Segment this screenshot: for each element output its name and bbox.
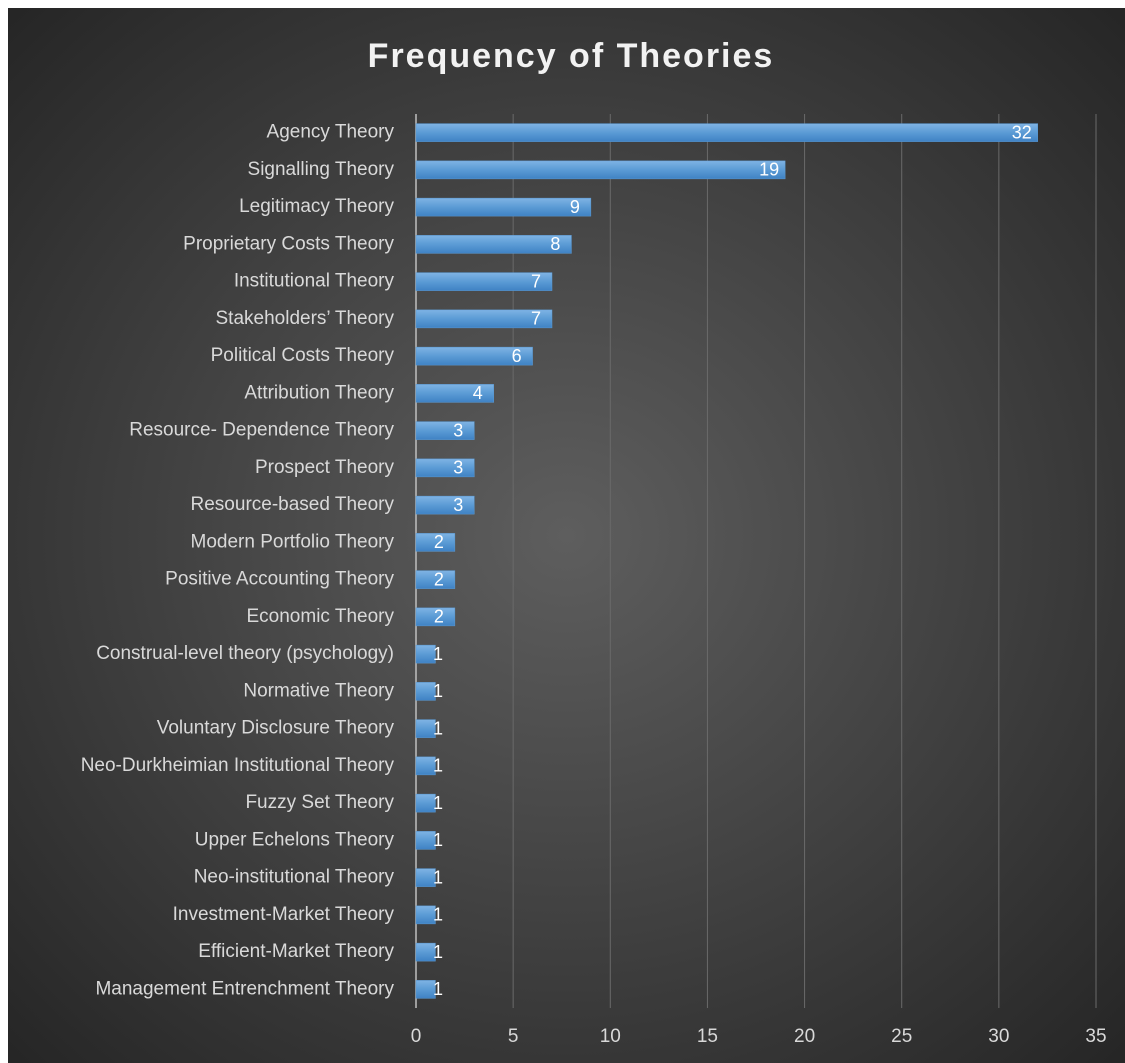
bar bbox=[415, 123, 1038, 142]
bar bbox=[415, 309, 553, 329]
data-label: 1 bbox=[433, 979, 443, 999]
data-label: 2 bbox=[434, 607, 444, 627]
y-tick-label: Construal-level theory (psychology) bbox=[96, 643, 394, 664]
data-label: 32 bbox=[1012, 122, 1032, 142]
data-label: 2 bbox=[434, 532, 444, 552]
data-label: 1 bbox=[433, 867, 443, 887]
y-tick-label: Signalling Theory bbox=[248, 159, 395, 180]
data-label: 1 bbox=[433, 942, 443, 962]
data-label: 19 bbox=[759, 160, 779, 180]
data-label: 8 bbox=[550, 234, 560, 254]
bar bbox=[415, 644, 436, 664]
x-tick-label: 0 bbox=[411, 1026, 422, 1047]
data-label: 1 bbox=[433, 905, 443, 925]
chart-background bbox=[8, 8, 1125, 1063]
bar bbox=[415, 197, 592, 217]
data-label: 1 bbox=[433, 644, 443, 664]
x-tick-label: 20 bbox=[794, 1026, 815, 1047]
data-label: 3 bbox=[453, 458, 463, 478]
data-label: 1 bbox=[433, 718, 443, 738]
data-label: 1 bbox=[433, 756, 443, 776]
data-label: 1 bbox=[433, 681, 443, 701]
y-tick-label: Legitimacy Theory bbox=[239, 196, 394, 217]
data-label: 3 bbox=[453, 495, 463, 515]
y-tick-label: Resource-based Theory bbox=[191, 494, 395, 515]
y-tick-label: Efficient-Market Theory bbox=[198, 941, 394, 962]
x-tick-label: 30 bbox=[988, 1026, 1009, 1047]
bar bbox=[415, 756, 436, 776]
y-tick-label: Positive Accounting Theory bbox=[165, 569, 394, 590]
bar bbox=[415, 384, 494, 403]
y-tick-label: Investment-Market Theory bbox=[173, 904, 395, 925]
bar bbox=[415, 682, 436, 701]
data-label: 2 bbox=[434, 569, 444, 589]
bar bbox=[415, 235, 572, 254]
bar bbox=[415, 942, 436, 962]
bar bbox=[415, 831, 436, 850]
y-tick-label: Economic Theory bbox=[247, 606, 395, 627]
data-label: 3 bbox=[453, 420, 463, 440]
x-tick-label: 5 bbox=[508, 1026, 519, 1047]
y-tick-label: Resource- Dependence Theory bbox=[129, 420, 394, 441]
bar bbox=[415, 793, 436, 813]
data-label: 6 bbox=[512, 346, 522, 366]
data-label: 1 bbox=[433, 830, 443, 850]
x-tick-label: 10 bbox=[600, 1026, 621, 1047]
bar bbox=[415, 980, 436, 999]
bar bbox=[415, 533, 456, 552]
y-tick-label: Agency Theory bbox=[267, 122, 395, 143]
y-tick-label: Normative Theory bbox=[243, 680, 394, 701]
y-tick-label: Neo-institutional Theory bbox=[194, 867, 395, 888]
y-tick-label: Prospect Theory bbox=[255, 457, 395, 478]
y-tick-label: Modern Portfolio Theory bbox=[191, 531, 395, 552]
bar bbox=[415, 160, 786, 180]
y-tick-label: Voluntary Disclosure Theory bbox=[157, 718, 395, 739]
data-label: 7 bbox=[531, 271, 541, 291]
bar bbox=[415, 272, 553, 291]
bar bbox=[415, 421, 475, 440]
y-tick-label: Upper Echelons Theory bbox=[195, 829, 395, 850]
y-tick-label: Fuzzy Set Theory bbox=[245, 792, 394, 813]
x-tick-label: 35 bbox=[1085, 1026, 1106, 1047]
bar bbox=[415, 905, 436, 925]
bar bbox=[415, 458, 475, 478]
x-tick-label: 15 bbox=[697, 1026, 718, 1047]
x-tick-label: 25 bbox=[891, 1026, 912, 1047]
y-tick-label: Neo-Durkheimian Institutional Theory bbox=[81, 755, 395, 776]
y-tick-label: Management Entrenchment Theory bbox=[95, 978, 394, 999]
data-label: 7 bbox=[531, 309, 541, 329]
chart-title: Frequency of Theories bbox=[368, 37, 775, 75]
data-label: 9 bbox=[570, 197, 580, 217]
y-tick-label: Institutional Theory bbox=[234, 271, 395, 292]
bar bbox=[415, 607, 456, 627]
bar bbox=[415, 719, 436, 738]
y-tick-label: Political Costs Theory bbox=[211, 345, 395, 366]
y-tick-label: Proprietary Costs Theory bbox=[183, 233, 394, 254]
bar bbox=[415, 495, 475, 515]
y-tick-label: Stakeholders’ Theory bbox=[216, 308, 395, 329]
data-label: 1 bbox=[433, 793, 443, 813]
y-tick-label: Attribution Theory bbox=[244, 382, 394, 403]
bar bbox=[415, 868, 436, 887]
bar bbox=[415, 346, 533, 366]
data-label: 4 bbox=[473, 383, 483, 403]
bar bbox=[415, 570, 456, 589]
